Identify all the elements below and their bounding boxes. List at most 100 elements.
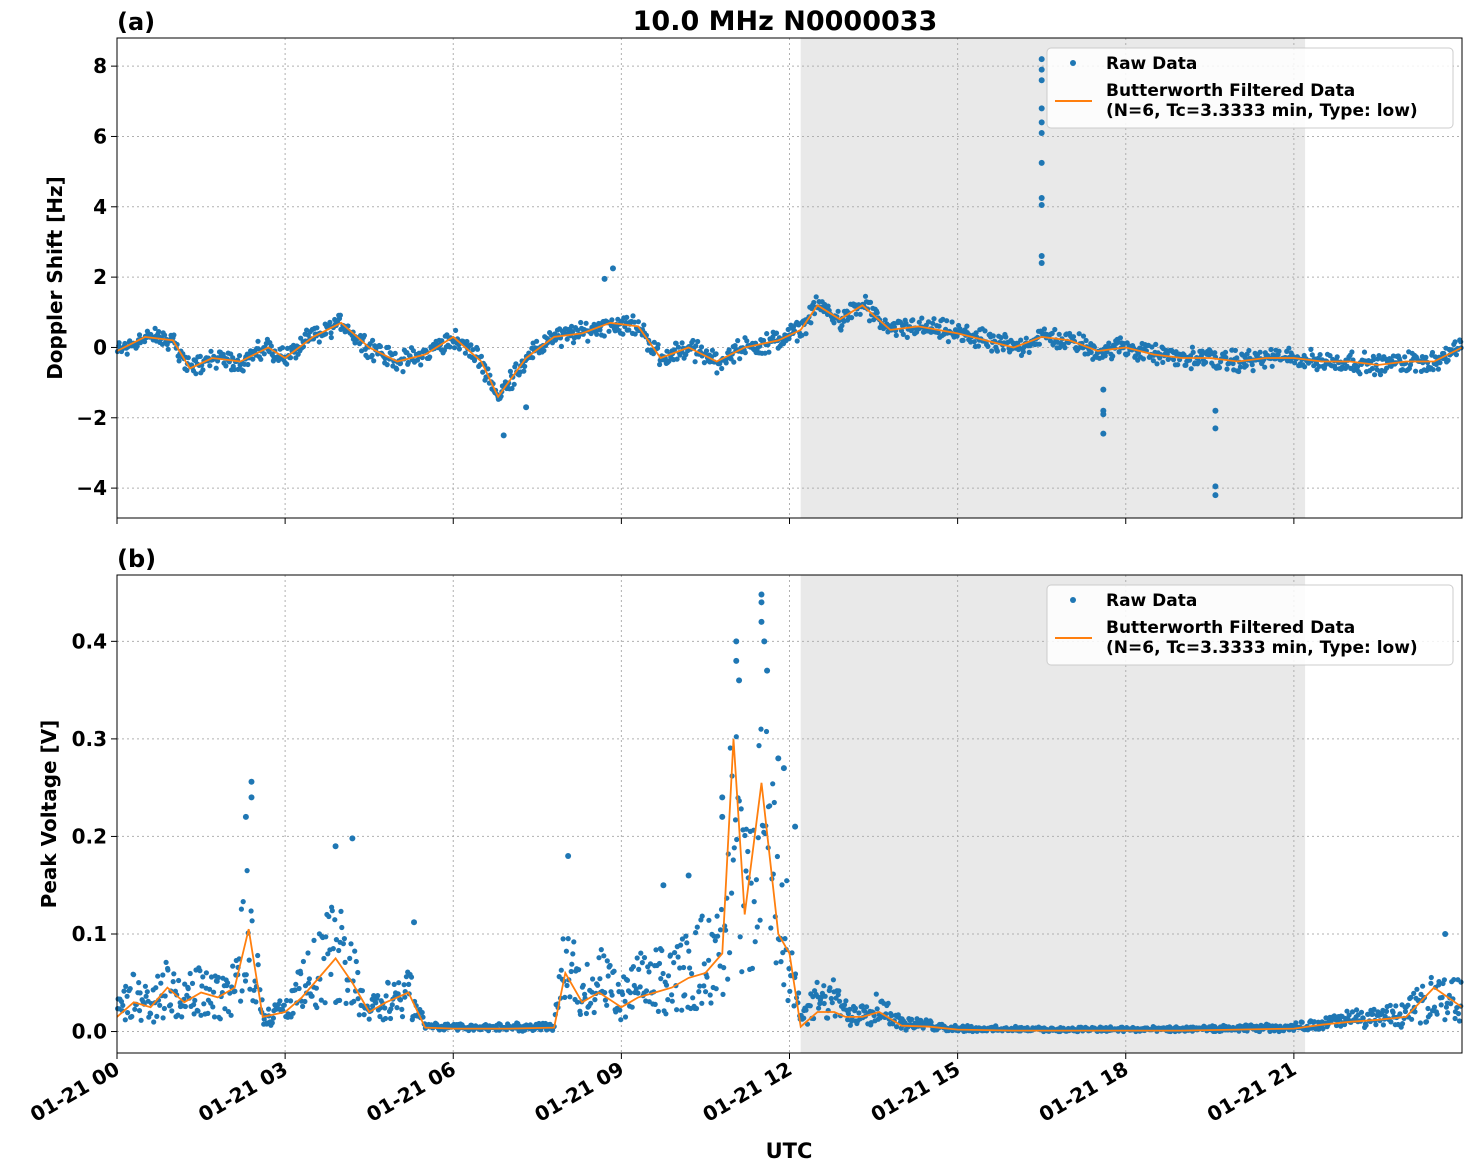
raw-point-b [326,913,332,920]
raw-point-a [882,317,888,323]
raw-point-a [631,319,638,325]
raw-point-b [665,973,672,979]
raw-point-a [1430,367,1436,373]
raw-point-b [733,734,739,740]
raw-outlier-a [1212,407,1219,414]
raw-outlier-b [761,638,768,645]
raw-point-a [287,355,294,361]
raw-point-a [124,351,130,357]
raw-point-b [763,728,770,735]
raw-point-b [570,951,576,957]
raw-point-b [396,980,402,986]
raw-point-b [694,924,700,930]
raw-point-b [165,967,171,973]
raw-point-b [734,836,740,843]
raw-point-b [660,970,666,977]
raw-point-a [690,337,696,344]
raw-outlier-b [733,638,740,645]
raw-point-b [739,969,745,975]
raw-point-a [156,329,162,335]
raw-point-a [761,337,767,344]
raw-point-a [213,365,219,371]
raw-point-b [803,1007,809,1013]
raw-point-a [1236,368,1242,375]
raw-point-a [597,327,603,333]
raw-point-b [355,996,361,1002]
raw-point-b [732,817,739,823]
ytick-label-b-0: 0.0 [72,1020,107,1044]
raw-point-b [1320,1026,1326,1032]
raw-point-a [732,343,738,349]
panel-b-ylabel: Peak Voltage [V] [37,720,61,909]
raw-outlier-a [1038,260,1045,267]
raw-point-a [1117,335,1123,341]
raw-point-b [143,993,149,999]
raw-point-a [1357,371,1363,377]
ytick-label-b-4: 0.4 [72,629,107,653]
raw-point-a [197,353,203,359]
raw-point-a [630,313,636,319]
raw-point-b [1442,1017,1448,1023]
raw-point-b [627,990,634,996]
raw-point-a [709,347,716,353]
xtick-label-15: 01-21 15 [867,1057,965,1127]
raw-point-a [1154,361,1160,367]
raw-point-b [1427,1012,1433,1018]
raw-point-a [485,366,491,372]
raw-point-b [182,1003,188,1010]
raw-point-b [205,1010,211,1017]
raw-point-a [453,327,459,333]
raw-point-b [757,917,763,923]
raw-point-a [698,344,705,350]
raw-point-b [729,890,735,896]
raw-point-a [910,317,916,323]
raw-point-a [1000,347,1006,353]
raw-point-b [754,924,760,930]
raw-point-a [930,320,936,326]
raw-point-b [232,988,238,994]
raw-point-b [419,1009,425,1016]
raw-point-a [808,320,814,326]
raw-point-b [125,1010,131,1016]
raw-point-b [305,980,312,986]
raw-point-b [182,981,188,987]
raw-point-b [624,977,631,983]
raw-point-b [247,986,253,992]
raw-point-b [281,1002,287,1008]
filtered-line-a [116,304,1463,399]
raw-point-b [609,992,615,998]
raw-point-a [1052,326,1058,333]
raw-point-b [198,1012,204,1018]
raw-point-b [675,954,681,960]
raw-point-a [564,336,570,342]
raw-point-b [355,969,361,976]
raw-point-b [796,990,802,996]
raw-point-b [738,806,744,812]
raw-point-a [632,331,638,337]
raw-point-a [392,350,398,356]
raw-point-b [341,936,347,942]
raw-point-b [318,997,324,1003]
raw-point-b [727,950,733,956]
xtick-label-12: 01-21 12 [698,1057,796,1127]
raw-point-a [1262,364,1268,370]
raw-point-a [1190,349,1196,355]
raw-point-a [1102,353,1108,359]
raw-point-a [624,314,630,320]
raw-point-b [742,832,748,839]
raw-point-b [203,970,209,976]
raw-point-b [816,1005,822,1011]
raw-point-a [405,359,411,366]
raw-point-a [1250,368,1256,374]
raw-point-a [695,338,701,345]
raw-point-b [827,985,833,991]
raw-outlier-a [1038,253,1045,260]
panel-a-legend-raw-label: Raw Data [1106,54,1197,74]
raw-point-b [1349,1009,1356,1015]
raw-point-b [325,951,331,957]
ytick-label-a-6: 8 [93,54,107,78]
raw-point-a [1234,355,1240,361]
raw-point-a [1309,352,1315,358]
raw-point-a [679,340,685,346]
raw-point-b [894,1024,900,1030]
